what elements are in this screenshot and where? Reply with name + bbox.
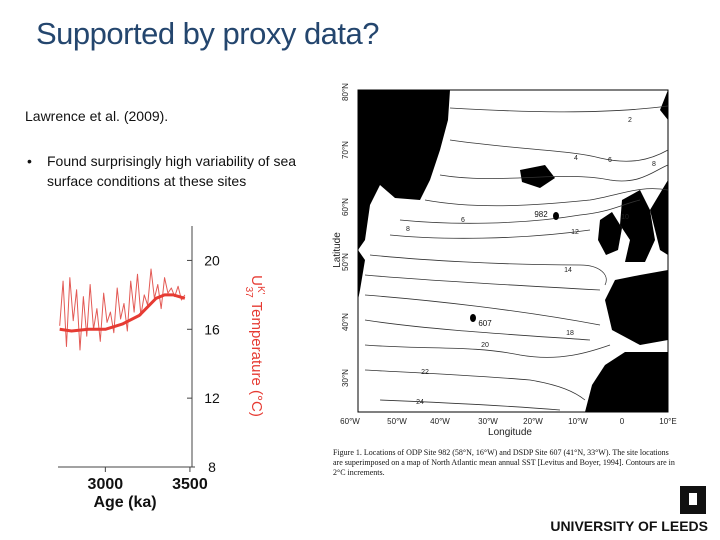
contour-label: 18 bbox=[566, 330, 574, 337]
site-marker bbox=[553, 212, 559, 220]
contour-label: 2 bbox=[628, 117, 632, 124]
land-britain bbox=[620, 190, 655, 262]
data-line bbox=[59, 268, 186, 351]
contour-label: 10 bbox=[621, 214, 629, 221]
x-tick-label: 3000 bbox=[88, 476, 124, 493]
land-europe bbox=[650, 180, 668, 255]
contour-label: 20 bbox=[481, 342, 489, 349]
y-axis-label-part: Temperature (°C) bbox=[248, 298, 265, 417]
contour-label: 4 bbox=[574, 155, 578, 162]
contour-label: 6 bbox=[608, 157, 612, 164]
longitude-label: 50°W bbox=[387, 417, 407, 426]
y-axis-label-part: U bbox=[248, 275, 265, 286]
latitude-label: 80°N bbox=[341, 83, 350, 101]
y-tick-label: 20 bbox=[204, 252, 220, 268]
y-axis-label: UK'37 Temperature (°C) bbox=[243, 275, 266, 417]
data-line bbox=[59, 293, 186, 333]
contour-label: 12 bbox=[571, 229, 579, 236]
contour-label: 14 bbox=[564, 267, 572, 274]
longitude-label: 0 bbox=[620, 417, 625, 426]
bullet: Found surprisingly high variability of s… bbox=[27, 151, 302, 191]
latitude-title: Latitude bbox=[332, 232, 343, 268]
y-tick-label: 8 bbox=[208, 459, 216, 475]
longitude-label: 10°W bbox=[568, 417, 588, 426]
bullet-list: Found surprisingly high variability of s… bbox=[27, 151, 302, 191]
x-axis-label: Age (ka) bbox=[93, 494, 156, 511]
figure-caption: Figure 1. Locations of ODP Site 982 (58°… bbox=[333, 448, 675, 477]
latitude-label: 40°N bbox=[341, 313, 350, 331]
land-scandinavia bbox=[660, 90, 668, 120]
map bbox=[357, 89, 669, 413]
site-marker bbox=[470, 314, 476, 322]
longitude-label: 40°W bbox=[430, 417, 450, 426]
latitude-label: 30°N bbox=[341, 369, 350, 387]
y-axis-label-part: 37 bbox=[243, 287, 254, 299]
y-axis-label-part: K' bbox=[255, 286, 266, 295]
x-tick-label: 3500 bbox=[172, 476, 208, 493]
latitude-label: 60°N bbox=[341, 198, 350, 216]
logo-emblem-window bbox=[689, 493, 697, 505]
logo-text: UNIVERSITY OF LEEDS bbox=[550, 518, 708, 534]
land-ireland bbox=[598, 212, 622, 255]
slide-title: Supported by proxy data? bbox=[36, 16, 380, 51]
longitude-label: 20°W bbox=[523, 417, 543, 426]
site-label: 607 bbox=[478, 319, 492, 328]
y-tick-label: 16 bbox=[204, 321, 220, 337]
land-greenland bbox=[358, 90, 450, 250]
citation: Lawrence et al. (2009). bbox=[25, 108, 169, 124]
latitude-label: 50°N bbox=[341, 253, 350, 271]
land-labrador bbox=[358, 250, 365, 300]
contour-label: 6 bbox=[461, 217, 465, 224]
contour-label: 24 bbox=[416, 399, 424, 406]
contour-label: 8 bbox=[652, 161, 656, 168]
contour-label: 8 bbox=[406, 226, 410, 233]
longitude-title: Longitude bbox=[488, 427, 532, 438]
y-tick-label: 12 bbox=[204, 390, 220, 406]
longitude-label: 10°E bbox=[659, 417, 676, 426]
land-iberia bbox=[605, 270, 668, 345]
land-africa bbox=[585, 352, 668, 412]
contour-label: 22 bbox=[421, 369, 429, 376]
longitude-label: 30°W bbox=[478, 417, 498, 426]
latitude-label: 70°N bbox=[341, 141, 350, 159]
land-iceland bbox=[520, 165, 555, 188]
contours bbox=[364, 105, 669, 411]
site-label: 982 bbox=[534, 210, 548, 219]
longitude-label: 60°W bbox=[340, 417, 360, 426]
